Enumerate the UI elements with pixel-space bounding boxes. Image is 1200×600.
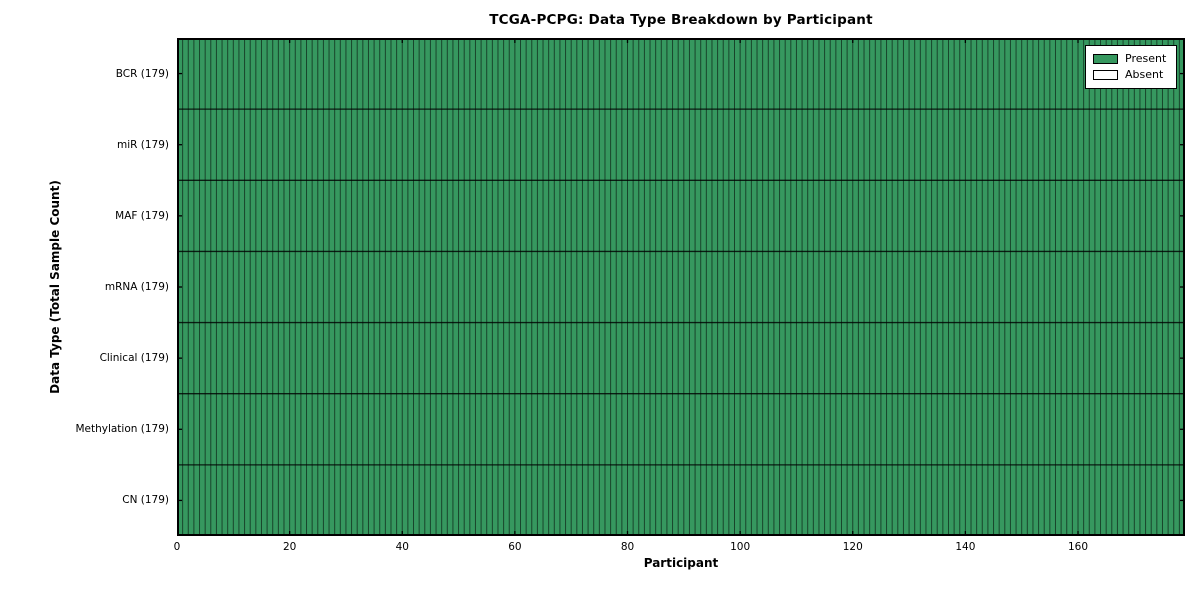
y-tick-label: miR (179)	[116, 138, 169, 151]
x-tick-label: 140	[955, 541, 976, 553]
legend-item-absent: Absent	[1093, 67, 1169, 83]
legend: Present Absent	[1085, 45, 1177, 89]
y-tick-label: Methylation (179)	[75, 423, 169, 436]
absent-swatch-icon	[1093, 70, 1118, 80]
x-tick-label: 80	[620, 541, 635, 553]
y-tick-label: MAF (179)	[115, 209, 169, 222]
x-tick-label: 40	[395, 541, 409, 553]
heatmap-grid	[177, 38, 1185, 536]
legend-label: Present	[1125, 52, 1167, 65]
y-tick-label: Clinical (179)	[99, 352, 169, 365]
y-tick-label: BCR (179)	[115, 67, 169, 80]
x-tick-label: 160	[1067, 541, 1089, 553]
chart-title: TCGA-PCPG: Data Type Breakdown by Partic…	[489, 12, 873, 28]
x-tick-label: 120	[842, 541, 863, 553]
x-tick-label: 60	[508, 541, 522, 553]
plot-area	[177, 38, 1185, 536]
y-tick-label: mRNA (179)	[104, 281, 169, 293]
x-tick-label: 20	[282, 541, 297, 553]
y-axis-label: Data Type (Total Sample Count)	[48, 180, 62, 394]
legend-item-present: Present	[1093, 51, 1169, 67]
y-tick-label: CN (179)	[122, 494, 169, 507]
x-tick-label: 100	[730, 541, 751, 553]
legend-label: Absent	[1125, 68, 1164, 81]
x-tick-label: 0	[173, 541, 181, 553]
present-swatch-icon	[1093, 54, 1118, 64]
x-axis-label: Participant	[643, 556, 719, 570]
